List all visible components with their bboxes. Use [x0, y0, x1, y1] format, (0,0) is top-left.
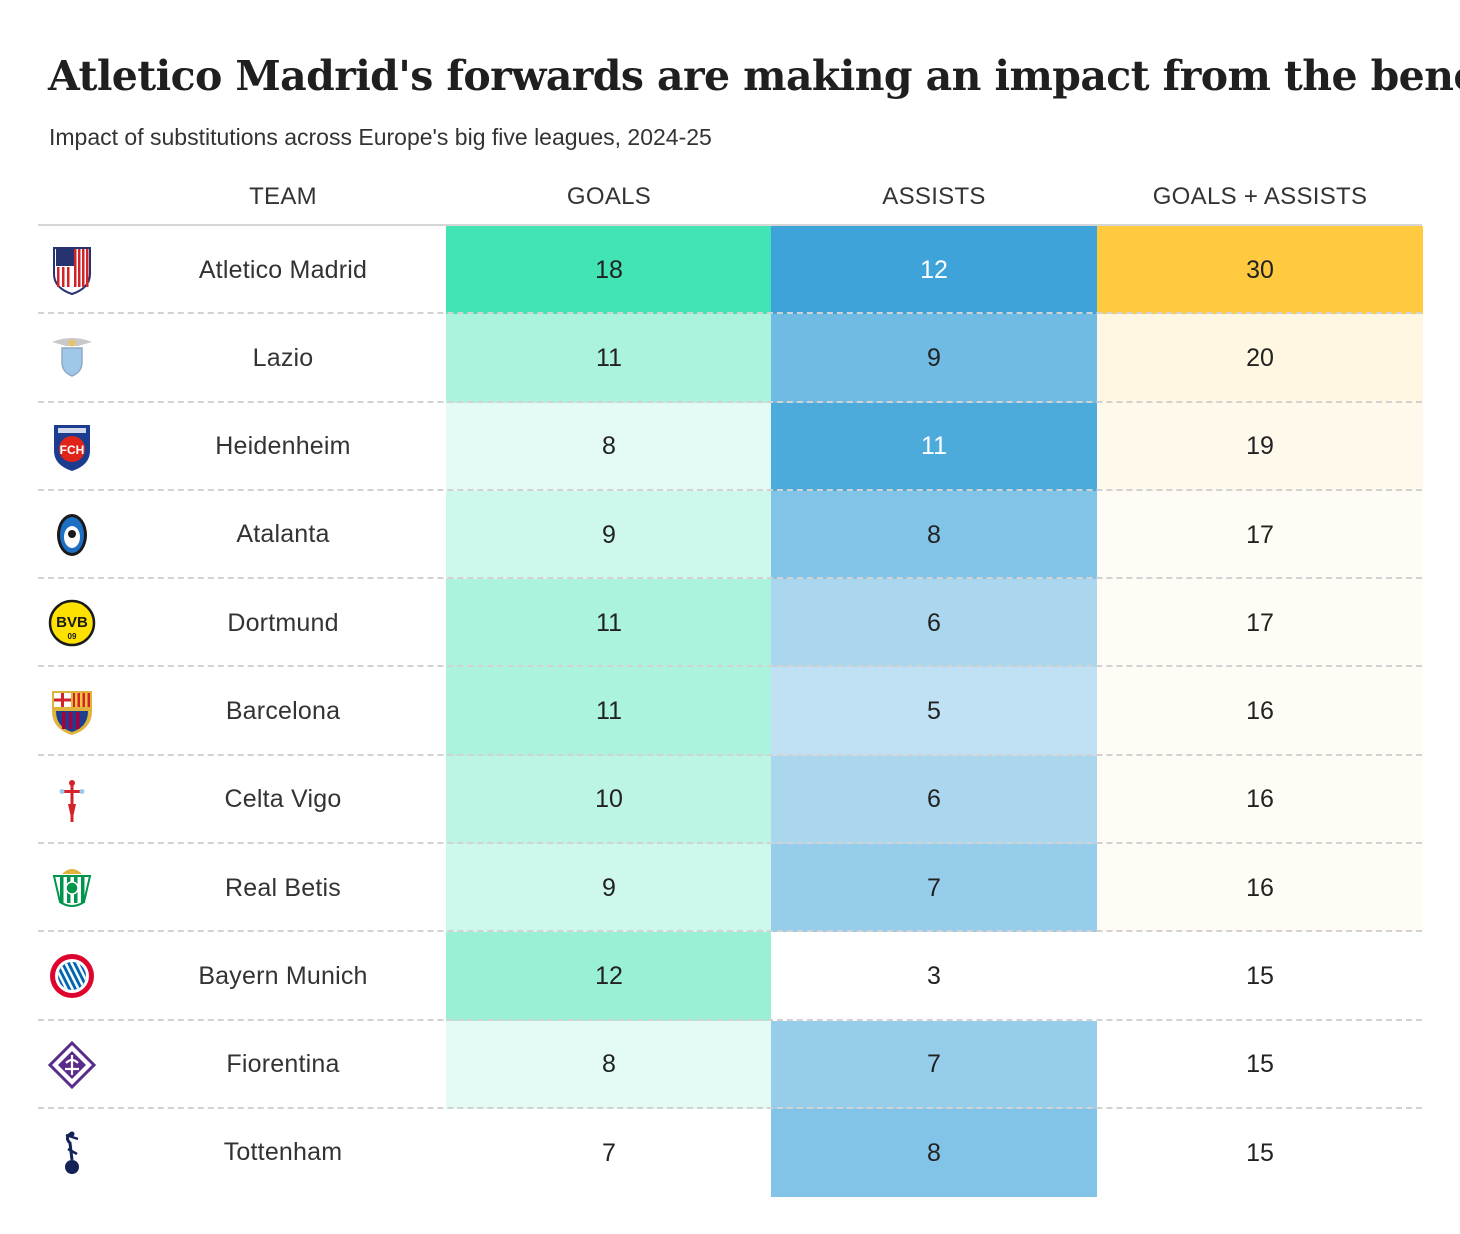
goals-assists-cell: 15 — [1097, 932, 1423, 1021]
header-divider — [38, 224, 1422, 226]
tottenham-crest-icon — [48, 1127, 96, 1179]
assists-cell: 3 — [771, 932, 1097, 1021]
assists-cell: 6 — [771, 579, 1097, 668]
goals-cell: 12 — [446, 932, 772, 1021]
table-row: Celta Vigo 10 6 16 — [38, 755, 1423, 845]
table-row: Real Betis 9 7 16 — [38, 844, 1423, 933]
goals-assists-cell: 19 — [1097, 402, 1423, 491]
goals-cell: 11 — [446, 314, 772, 403]
team-name: Heidenheim — [215, 432, 351, 461]
assists-cell: 7 — [771, 844, 1097, 933]
table-row: Tottenham 7 8 15 — [38, 1108, 1423, 1198]
goals-assists-cell: 15 — [1097, 1020, 1423, 1109]
goals-cell: 7 — [446, 1108, 772, 1198]
assists-cell: 7 — [771, 1020, 1097, 1109]
bayern-munich-crest-icon — [48, 950, 96, 1002]
table-row: Bayern Munich 12 3 15 — [38, 932, 1423, 1021]
goals-assists-cell: 17 — [1097, 490, 1423, 580]
assists-cell: 5 — [771, 667, 1097, 756]
table-row: Barcelona 11 5 16 — [38, 667, 1423, 757]
goals-assists-cell: 17 — [1097, 579, 1423, 668]
assists-cell: 11 — [771, 402, 1097, 491]
goals-cell: 8 — [446, 1020, 772, 1109]
goals-assists-cell: 15 — [1097, 1108, 1423, 1198]
chart-subtitle: Impact of substitutions across Europe's … — [49, 124, 712, 150]
goals-assists-cell: 30 — [1097, 226, 1423, 315]
svg-text:FCH: FCH — [60, 443, 85, 457]
team-name: Celta Vigo — [224, 785, 342, 814]
team-name: Atalanta — [236, 520, 330, 549]
assists-cell: 8 — [771, 490, 1097, 580]
goals-assists-cell: 16 — [1097, 667, 1423, 756]
team-name: Lazio — [252, 343, 314, 372]
assists-cell: 8 — [771, 1108, 1097, 1198]
team-name: Fiorentina — [226, 1050, 340, 1079]
assists-cell: 12 — [771, 226, 1097, 315]
column-header-goals-assists: GOALS + ASSISTS — [1152, 182, 1368, 210]
team-name: Dortmund — [227, 608, 339, 637]
data-table: Atletico Madrid 18 12 30 Lazio 11 9 20 FCH Heiden… — [38, 226, 1423, 1198]
real-betis-crest-icon — [48, 862, 96, 914]
svg-text:09: 09 — [68, 632, 77, 641]
dortmund-crest-icon: BVB 09 — [48, 597, 96, 649]
atalanta-crest-icon — [48, 509, 96, 561]
assists-cell: 9 — [771, 314, 1097, 403]
team-name: Bayern Munich — [198, 961, 368, 990]
svg-text:BVB: BVB — [56, 614, 88, 631]
table-row: Lazio 11 9 20 — [38, 314, 1423, 403]
table-row: BVB 09 Dortmund 11 6 17 — [38, 579, 1423, 668]
goals-cell: 8 — [446, 402, 772, 491]
atletico-madrid-crest-icon — [48, 244, 96, 296]
goals-assists-cell: 16 — [1097, 844, 1423, 933]
assists-cell: 6 — [771, 755, 1097, 845]
team-name: Atletico Madrid — [198, 255, 368, 284]
goals-cell: 9 — [446, 490, 772, 580]
column-header-assists: ASSISTS — [882, 182, 986, 210]
goals-cell: 18 — [446, 226, 772, 315]
goals-cell: 10 — [446, 755, 772, 845]
goals-cell: 11 — [446, 667, 772, 756]
table-row: FCH Heidenheim 8 11 19 — [38, 402, 1423, 492]
column-header-goals: GOALS — [566, 182, 652, 210]
barcelona-crest-icon — [48, 685, 96, 737]
heidenheim-crest-icon: FCH — [48, 421, 96, 473]
goals-assists-cell: 20 — [1097, 314, 1423, 403]
chart-title: Atletico Madrid's forwards are making an… — [48, 52, 1460, 100]
table-row: Atletico Madrid 18 12 30 — [38, 226, 1423, 315]
goals-assists-cell: 16 — [1097, 755, 1423, 845]
goals-cell: 9 — [446, 844, 772, 933]
table-row: Fiorentina 8 7 15 — [38, 1020, 1423, 1110]
lazio-crest-icon — [48, 332, 96, 384]
goals-cell: 11 — [446, 579, 772, 668]
column-header-team: TEAM — [249, 182, 317, 210]
table-header: TEAM GOALS ASSISTS GOALS + ASSISTS — [38, 170, 1422, 226]
celta-vigo-crest-icon — [48, 774, 96, 826]
fiorentina-crest-icon — [48, 1039, 96, 1091]
team-name: Tottenham — [223, 1138, 343, 1167]
team-name: Barcelona — [225, 696, 341, 725]
team-name: Real Betis — [225, 873, 341, 902]
table-row: Atalanta 9 8 17 — [38, 490, 1423, 580]
